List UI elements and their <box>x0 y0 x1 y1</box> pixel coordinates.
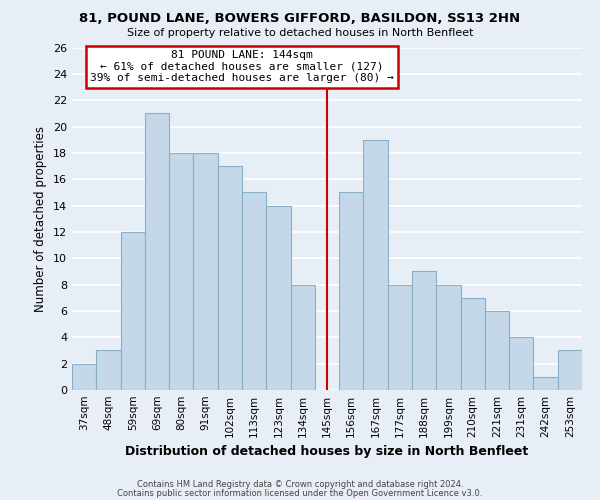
Text: Contains HM Land Registry data © Crown copyright and database right 2024.: Contains HM Land Registry data © Crown c… <box>137 480 463 489</box>
Text: Size of property relative to detached houses in North Benfleet: Size of property relative to detached ho… <box>127 28 473 38</box>
Bar <box>364 140 388 390</box>
Bar <box>436 284 461 390</box>
Bar <box>266 206 290 390</box>
Bar <box>169 153 193 390</box>
X-axis label: Distribution of detached houses by size in North Benfleet: Distribution of detached houses by size … <box>125 446 529 458</box>
Bar <box>485 311 509 390</box>
Bar <box>145 114 169 390</box>
Bar <box>193 153 218 390</box>
Bar <box>388 284 412 390</box>
Bar <box>412 272 436 390</box>
Bar <box>72 364 96 390</box>
Bar <box>533 377 558 390</box>
Y-axis label: Number of detached properties: Number of detached properties <box>34 126 47 312</box>
Bar <box>339 192 364 390</box>
Bar <box>242 192 266 390</box>
Bar <box>218 166 242 390</box>
Bar <box>96 350 121 390</box>
Bar <box>509 338 533 390</box>
Bar <box>558 350 582 390</box>
Text: Contains public sector information licensed under the Open Government Licence v3: Contains public sector information licen… <box>118 488 482 498</box>
Text: 81, POUND LANE, BOWERS GIFFORD, BASILDON, SS13 2HN: 81, POUND LANE, BOWERS GIFFORD, BASILDON… <box>79 12 521 26</box>
Bar <box>121 232 145 390</box>
Bar <box>461 298 485 390</box>
Text: 81 POUND LANE: 144sqm
← 61% of detached houses are smaller (127)
39% of semi-det: 81 POUND LANE: 144sqm ← 61% of detached … <box>90 50 394 84</box>
Bar <box>290 284 315 390</box>
